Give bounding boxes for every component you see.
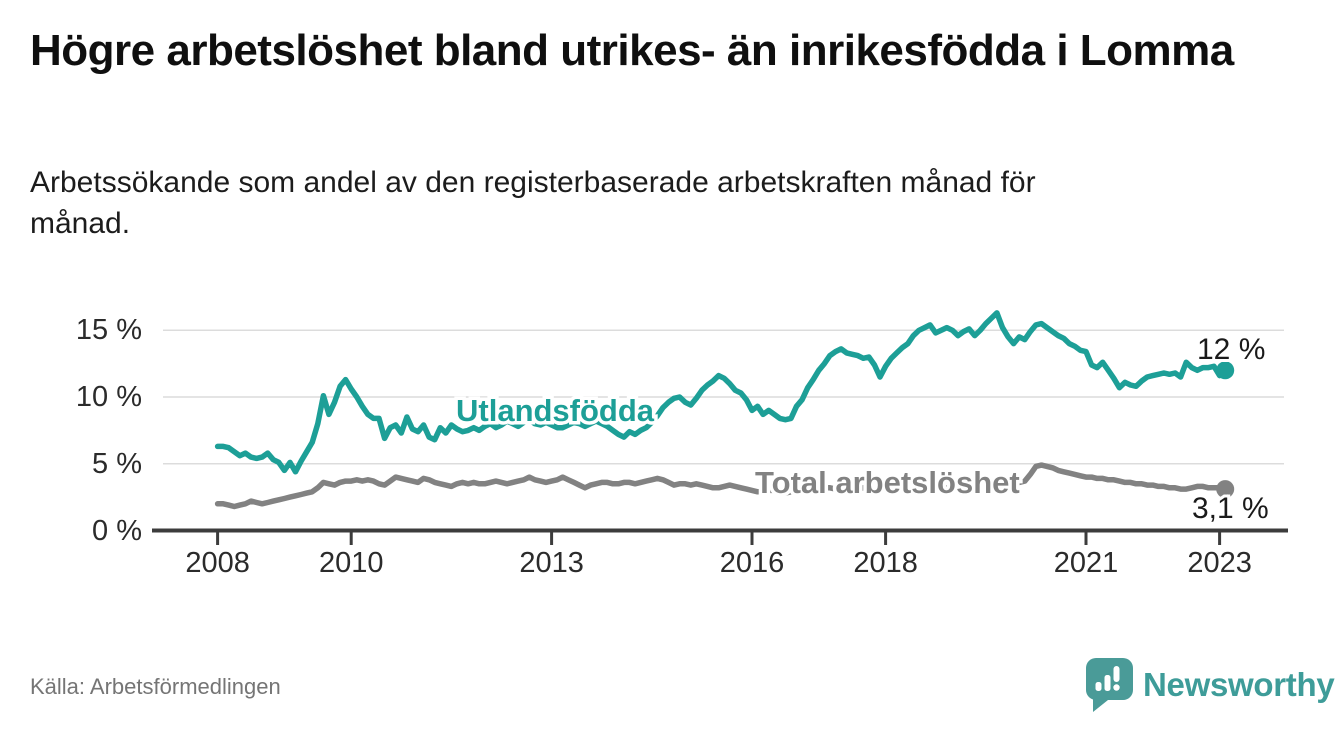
series-line-0 — [214, 310, 1228, 475]
series-end-dot-1 — [1216, 480, 1235, 499]
y-tick-label-5: 5 % — [92, 448, 142, 480]
x-tick-label-2018: 2018 — [853, 547, 918, 579]
speech-bubble-bar-chart-icon — [1086, 658, 1133, 712]
y-tick-label-0: 0 % — [92, 515, 142, 547]
series-label-0: Utlandsfödda — [456, 393, 655, 428]
logo-wordmark: Newsworthy — [1143, 665, 1335, 703]
source-note: Källa: Arbetsförmedlingen — [30, 674, 281, 699]
x-tick-label-2021: 2021 — [1054, 547, 1119, 579]
y-tick-label-10: 10 % — [76, 381, 142, 413]
x-tick-label-2013: 2013 — [519, 547, 584, 579]
end-value-label-1: 3,1 % — [1192, 492, 1269, 525]
series-label-1: Total arbetslöshet — [755, 465, 1020, 500]
x-tick-label-2023: 2023 — [1187, 547, 1252, 579]
y-tick-label-15: 15 % — [76, 314, 142, 346]
newsworthy-logo: Newsworthy — [1084, 656, 1335, 713]
series-end-dot-0 — [1216, 361, 1235, 380]
end-value-label-0: 12 % — [1197, 333, 1265, 366]
page-subtitle: Arbetssökande som andel av den registerb… — [30, 166, 1036, 240]
x-tick-label-2016: 2016 — [720, 547, 785, 579]
x-tick-label-2010: 2010 — [319, 547, 384, 579]
page-title: Högre arbetslöshet bland utrikes- än inr… — [30, 26, 1234, 75]
series-line-1 — [214, 462, 1228, 510]
x-tick-label-2008: 2008 — [185, 547, 250, 579]
